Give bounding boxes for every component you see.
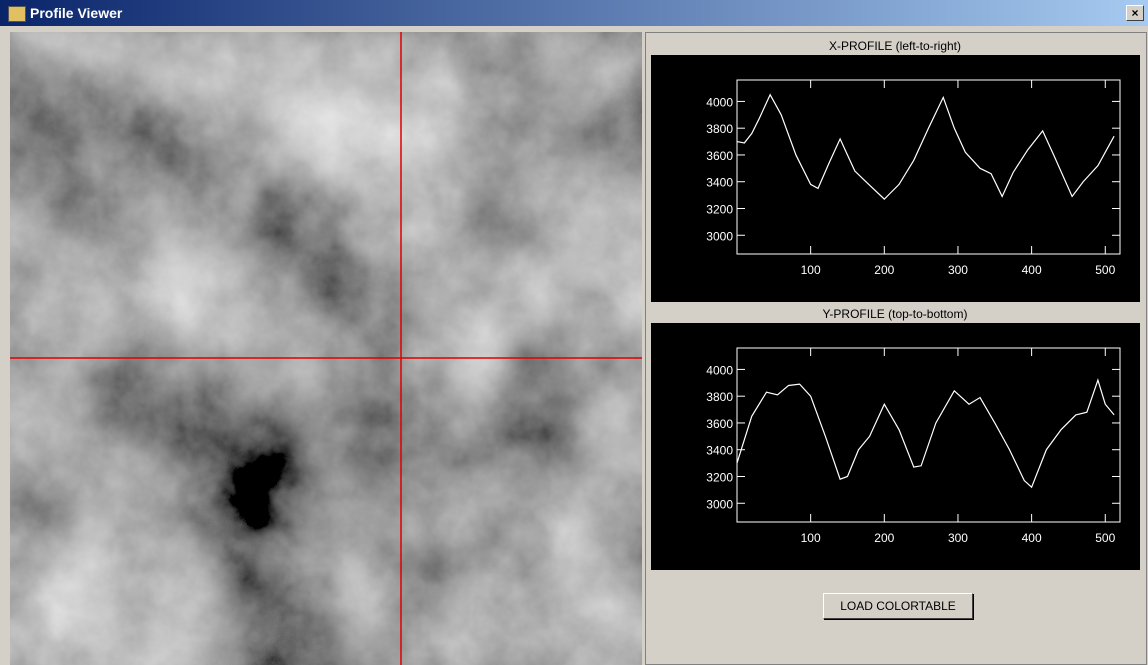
- y-tick-label: 3600: [706, 417, 733, 431]
- y-tick-label: 3400: [706, 176, 733, 190]
- y-tick-label: 4000: [706, 363, 733, 377]
- y-tick-label: 3800: [706, 122, 733, 136]
- y-tick-label: 4000: [706, 95, 733, 109]
- x-tick-label: 500: [1095, 263, 1115, 277]
- y-tick-label: 3200: [706, 470, 733, 484]
- x-tick-label: 200: [874, 531, 894, 545]
- y-tick-label: 3800: [706, 390, 733, 404]
- x-tick-label: 500: [1095, 531, 1115, 545]
- x-tick-label: 400: [1022, 263, 1042, 277]
- y-tick-label: 3200: [706, 202, 733, 216]
- x-tick-label: 300: [948, 531, 968, 545]
- y-tick-label: 3600: [706, 149, 733, 163]
- chart-title: Y-PROFILE (top-to-bottom): [823, 307, 968, 321]
- load-colortable-button[interactable]: LOAD COLORTABLE: [823, 593, 973, 619]
- x-tick-label: 200: [874, 263, 894, 277]
- y-tick-label: 3000: [706, 497, 733, 511]
- page: {"window": {"title": "Profile Viewer"}, …: [0, 0, 1148, 665]
- y-tick-label: 3400: [706, 444, 733, 458]
- profile-charts: X-PROFILE (left-to-right) 3000 3200 3400 360…: [0, 0, 1148, 665]
- y-tick-label: 3000: [706, 229, 733, 243]
- x-tick-label: 400: [1022, 531, 1042, 545]
- window: Profile Viewer × X-PROFILE (left-to-righ…: [0, 0, 1148, 665]
- x-tick-label: 300: [948, 263, 968, 277]
- x-tick-label: 100: [801, 531, 821, 545]
- chart-title: X-PROFILE (left-to-right): [829, 39, 961, 53]
- x-tick-label: 100: [801, 263, 821, 277]
